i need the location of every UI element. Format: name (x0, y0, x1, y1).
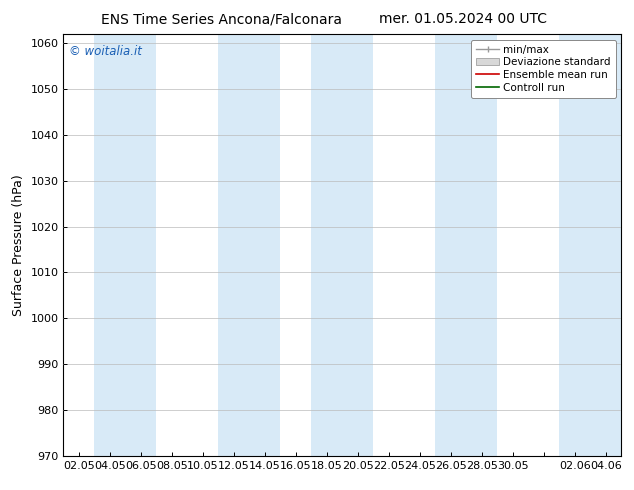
Text: mer. 01.05.2024 00 UTC: mer. 01.05.2024 00 UTC (379, 12, 547, 26)
Bar (218, 34, 280, 456)
Text: © woitalia.it: © woitalia.it (69, 45, 142, 58)
Bar (94, 34, 157, 456)
Bar (436, 34, 497, 456)
Bar (311, 34, 373, 456)
Y-axis label: Surface Pressure (hPa): Surface Pressure (hPa) (12, 174, 25, 316)
Legend: min/max, Deviazione standard, Ensemble mean run, Controll run: min/max, Deviazione standard, Ensemble m… (471, 40, 616, 98)
Text: ENS Time Series Ancona/Falconara: ENS Time Series Ancona/Falconara (101, 12, 342, 26)
Bar (559, 34, 621, 456)
